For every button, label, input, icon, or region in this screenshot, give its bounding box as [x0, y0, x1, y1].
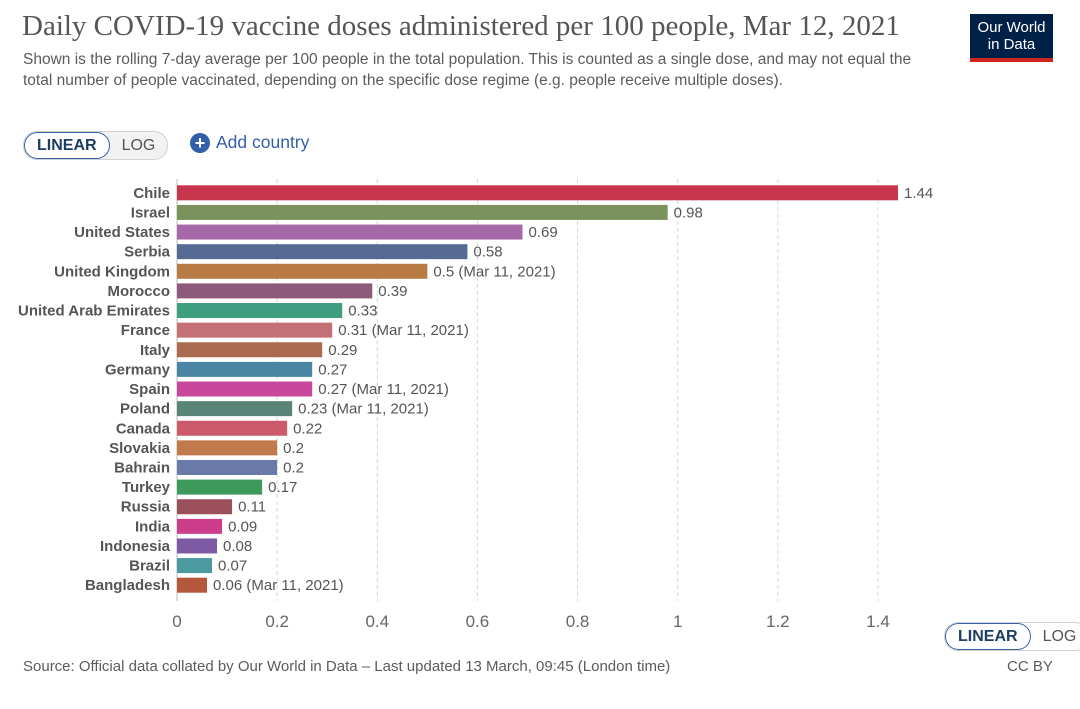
category-label: Slovakia: [109, 440, 171, 457]
linear-scale-button[interactable]: LINEAR: [24, 132, 110, 159]
bar: [177, 244, 468, 260]
scale-toggle-top: LINEAR LOG: [23, 131, 169, 160]
owid-logo[interactable]: Our World in Data: [970, 14, 1053, 62]
value-label: 0.2: [283, 459, 304, 476]
plus-circle-icon: +: [190, 132, 210, 153]
bar: [177, 558, 213, 574]
x-tick-label: 1.2: [766, 612, 790, 631]
license-link[interactable]: CC BY: [1007, 658, 1053, 675]
x-tick-label: 0: [172, 612, 181, 631]
bar: [177, 322, 333, 338]
category-label: France: [121, 322, 170, 339]
value-label: 0.08: [223, 538, 252, 555]
value-label: 0.5 (Mar 11, 2021): [433, 263, 555, 280]
x-tick-label: 1: [673, 612, 682, 631]
value-label: 0.31 (Mar 11, 2021): [338, 322, 469, 339]
category-label: Brazil: [129, 558, 170, 575]
chart-subtitle: Shown is the rolling 7-day average per 1…: [23, 51, 912, 89]
bar-chart: 0 0.2 0.4 0.6 0.8 1 1.2 1.4 Chile 1.44 Israel 0.98 U…: [18, 179, 933, 631]
chart-title: Daily COVID-19 vaccine doses administere…: [22, 10, 900, 42]
value-label: 0.23 (Mar 11, 2021): [298, 401, 429, 418]
category-label: Turkey: [122, 479, 171, 496]
bar: [177, 263, 428, 279]
scale-toggle-bottom: LINEAR LOG: [944, 622, 1080, 651]
bar: [177, 518, 223, 534]
value-label: 0.98: [674, 204, 703, 221]
category-label: Bahrain: [114, 459, 170, 476]
category-label: United Kingdom: [54, 263, 170, 280]
value-label: 1.44: [904, 185, 933, 202]
x-tick-label: 0.4: [365, 612, 389, 631]
bar: [177, 303, 343, 319]
value-label: 0.33: [348, 303, 377, 320]
category-label: United States: [74, 224, 170, 241]
category-label: Serbia: [124, 244, 171, 261]
value-label: 0.39: [378, 283, 407, 300]
value-label: 0.22: [293, 420, 322, 437]
bar: [177, 577, 208, 593]
value-label: 0.06 (Mar 11, 2021): [213, 577, 344, 594]
category-label: Russia: [121, 499, 171, 516]
bar: [177, 204, 668, 220]
linear-scale-button-bottom[interactable]: LINEAR: [945, 623, 1031, 650]
category-label: United Arab Emirates: [18, 303, 170, 320]
value-label: 0.2: [283, 440, 304, 457]
add-country-button[interactable]: + Add country: [190, 132, 309, 153]
bar: [177, 185, 898, 201]
category-label: Israel: [131, 204, 170, 221]
category-label: Germany: [105, 361, 171, 378]
bar: [177, 420, 288, 436]
bar: [177, 224, 523, 240]
category-label: India: [135, 518, 171, 535]
log-scale-button[interactable]: LOG: [121, 137, 156, 154]
logo-line-1: Our World: [977, 19, 1046, 36]
x-tick-label: 0.2: [265, 612, 289, 631]
add-country-label: Add country: [216, 132, 310, 152]
bar: [177, 459, 278, 475]
category-label: Indonesia: [100, 538, 171, 555]
category-label: Poland: [120, 401, 170, 418]
value-label: 0.29: [328, 342, 357, 359]
source-note: Source: Official data collated by Our Wo…: [23, 658, 671, 675]
value-label: 0.07: [218, 558, 247, 575]
category-label: Chile: [133, 185, 170, 202]
bar: [177, 479, 263, 495]
value-label: 0.27: [318, 361, 347, 378]
bar: [177, 342, 323, 358]
category-label: Morocco: [107, 283, 170, 300]
value-label: 0.17: [268, 479, 297, 496]
value-label: 0.09: [228, 518, 257, 535]
x-tick-label: 0.8: [566, 612, 590, 631]
value-label: 0.27 (Mar 11, 2021): [318, 381, 449, 398]
category-label: Italy: [140, 342, 171, 359]
log-scale-button-bottom[interactable]: LOG: [1042, 628, 1077, 645]
value-label: 0.58: [473, 244, 502, 261]
category-label: Spain: [129, 381, 170, 398]
value-label: 0.11: [238, 499, 266, 516]
logo-line-2: in Data: [987, 36, 1036, 53]
bar: [177, 401, 293, 417]
bar: [177, 440, 278, 456]
bar: [177, 381, 313, 397]
value-label: 0.69: [528, 224, 557, 241]
category-label: Canada: [116, 420, 171, 437]
bar: [177, 499, 233, 515]
bar: [177, 538, 218, 554]
x-tick-label: 0.6: [466, 612, 490, 631]
x-tick-label: 1.4: [866, 612, 890, 631]
bar: [177, 283, 373, 299]
bar: [177, 361, 313, 377]
category-label: Bangladesh: [85, 577, 170, 594]
